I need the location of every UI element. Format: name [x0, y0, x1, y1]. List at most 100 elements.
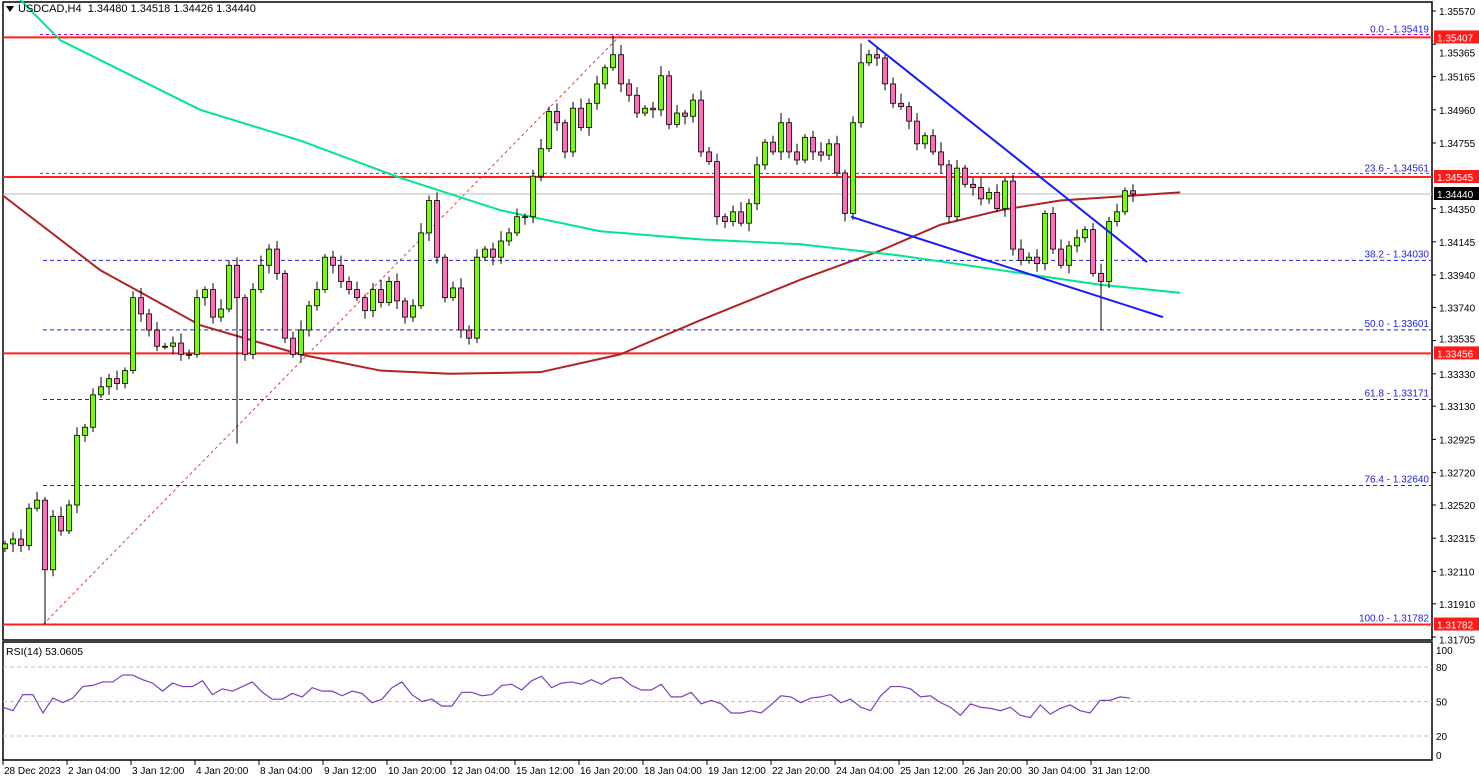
candle [514, 208, 520, 237]
bullish-candle-body [450, 287, 456, 299]
candle [26, 503, 32, 551]
candle [202, 286, 208, 306]
candle [434, 192, 440, 264]
candle [170, 336, 176, 355]
candle [786, 117, 792, 159]
candle [394, 273, 400, 310]
chart-title: USDCAD,H4 1.34480 1.34518 1.34426 1.3444… [6, 3, 256, 15]
bearish-candle-body [466, 329, 472, 339]
candle [290, 331, 296, 358]
candle [714, 153, 720, 225]
bearish-candle-body [722, 216, 728, 222]
x-tick-label: 15 Jan 12:00 [516, 766, 574, 777]
candle [570, 101, 576, 157]
candle [970, 177, 976, 196]
candle [1034, 249, 1040, 272]
rsi-line [2, 674, 1131, 719]
candle [1082, 226, 1088, 243]
candle [218, 299, 224, 322]
candle [298, 320, 304, 363]
candle [858, 43, 864, 128]
candle [154, 321, 160, 352]
candle [490, 242, 496, 266]
bullish-candle-body [658, 75, 664, 111]
bearish-candle-body [962, 167, 968, 185]
rsi-y-tick-label: 0 [1436, 751, 1442, 762]
candle [602, 64, 608, 89]
candle [194, 289, 200, 358]
candle [802, 134, 808, 164]
bullish-candle-body [610, 54, 616, 69]
bullish-candle-body [66, 504, 72, 532]
fib-level-label: 38.2 - 1.34030 [1365, 249, 1430, 260]
bearish-candle-body [738, 211, 744, 224]
candle [1090, 223, 1096, 277]
bearish-candle-body [282, 272, 288, 339]
bullish-candle-body [218, 308, 224, 318]
bearish-candle-body [434, 200, 440, 258]
candle [186, 349, 192, 360]
bearish-candle-body [58, 515, 64, 532]
candle [890, 77, 896, 109]
bullish-candle-body [98, 386, 104, 396]
y-tick-label: 1.31910 [1439, 600, 1476, 611]
level-price-tag-bg [1434, 346, 1479, 360]
candle [810, 130, 816, 161]
candle [754, 156, 760, 211]
bearish-candle-body [770, 141, 776, 153]
candle [34, 492, 40, 512]
bullish-candle-body [130, 297, 136, 371]
bullish-candle-body [90, 394, 96, 428]
bullish-candle-body [386, 281, 392, 303]
bullish-candle-body [2, 543, 8, 550]
candle [178, 333, 184, 361]
candle [1066, 240, 1072, 274]
candle [58, 506, 64, 536]
candle [282, 270, 288, 344]
candle [682, 109, 688, 125]
candle [538, 138, 544, 182]
collapse-triangle-icon[interactable] [6, 6, 14, 13]
level-price-tag: 1.33456 [1437, 349, 1474, 360]
bullish-candle-body [570, 107, 576, 153]
candle [370, 283, 376, 318]
level-price-tag-bg [1434, 30, 1479, 44]
candle [402, 297, 408, 324]
y-tick-label: 1.35570 [1439, 7, 1476, 18]
bullish-candle-body [802, 136, 808, 161]
candle [346, 276, 352, 295]
bearish-candle-body [682, 112, 688, 117]
candle [90, 388, 96, 433]
bullish-candle-body [1026, 256, 1032, 261]
x-tick-label: 19 Jan 12:00 [708, 766, 766, 777]
x-tick-label: 24 Jan 04:00 [836, 766, 894, 777]
candles [2, 35, 1136, 625]
x-tick-label: 30 Jan 04:00 [1028, 766, 1086, 777]
bullish-candle-body [106, 378, 112, 388]
bearish-candle-body [930, 135, 936, 153]
candle [978, 177, 984, 206]
bullish-candle-body [546, 111, 552, 150]
bearish-candle-body [562, 122, 568, 153]
bearish-candle-body [938, 151, 944, 166]
candle [962, 164, 968, 188]
candle [818, 142, 824, 162]
bearish-candle-body [786, 122, 792, 153]
candle [842, 169, 848, 222]
bullish-candle-body [1002, 180, 1008, 209]
candle [10, 532, 16, 552]
candle [658, 66, 664, 117]
bullish-candle-body [82, 426, 88, 436]
y-tick-label: 1.33535 [1439, 334, 1476, 345]
x-tick-label: 9 Jan 12:00 [324, 766, 377, 777]
candle [1122, 187, 1128, 216]
bullish-candle-body [10, 538, 16, 545]
y-tick-label: 1.34755 [1439, 139, 1476, 150]
candle [642, 104, 648, 117]
candle [266, 244, 272, 274]
candle [554, 103, 560, 131]
bearish-candle-body [1018, 248, 1024, 261]
bearish-candle-body [794, 151, 800, 161]
candle [530, 169, 536, 224]
